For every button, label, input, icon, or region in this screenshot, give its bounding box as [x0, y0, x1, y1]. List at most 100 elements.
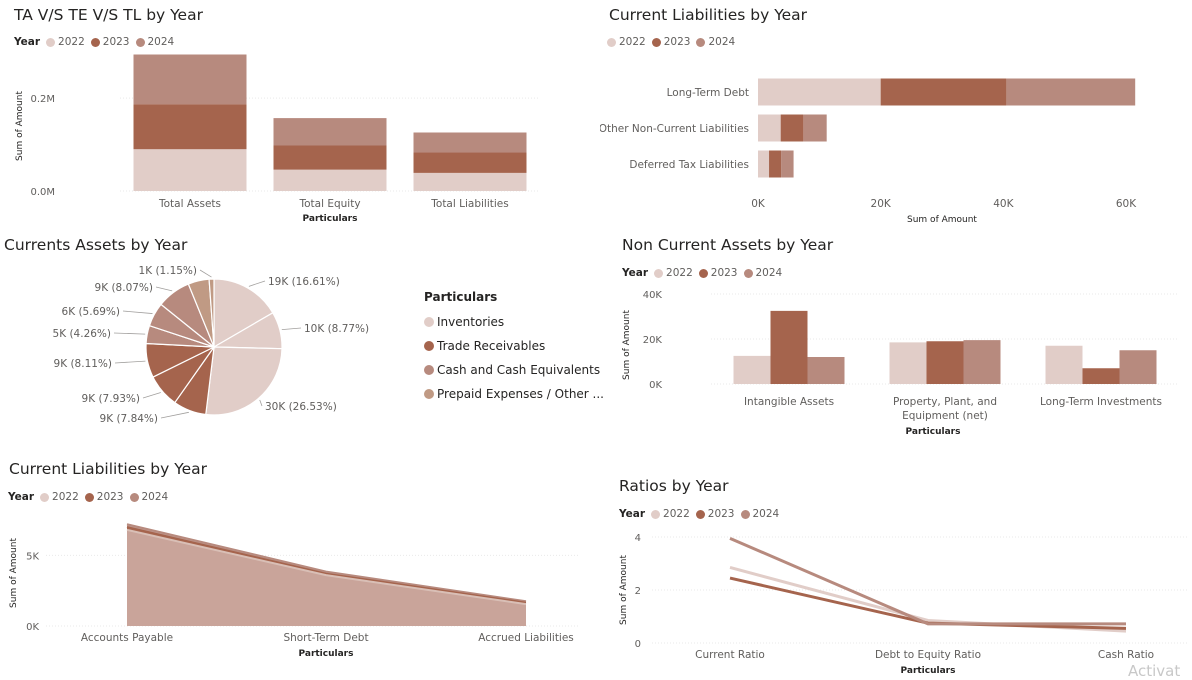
bar-2023 — [780, 114, 804, 142]
legend-dot-icon — [607, 37, 616, 47]
pie-leader-line — [122, 310, 153, 314]
legend-dot-icon — [424, 317, 434, 327]
legend-dot-icon — [651, 37, 661, 47]
legend-item-2022[interactable]: 2022 — [40, 491, 79, 503]
legend-label: 2023 — [663, 36, 691, 48]
x-tick-label: 60K — [1116, 198, 1137, 210]
legend-title: Year — [14, 36, 41, 48]
y-tick-label: 5K — [26, 551, 39, 562]
legend-dot-icon — [46, 37, 56, 47]
bar-2022 — [758, 114, 781, 142]
chart-ratios: 0 2 4 Current Ratio Debt to Equity Ratio Cash… — [619, 533, 1187, 675]
legend-dot-icon — [129, 492, 139, 502]
pie-data-label: 19K (16.61%) — [268, 276, 340, 288]
bar-2024 — [413, 132, 527, 153]
legend-item-2023[interactable]: 2023 — [695, 508, 735, 520]
legend-label: 2024 — [147, 36, 175, 48]
legend-ratios: Year 2022 2023 2024 — [619, 508, 785, 520]
x-tick-label: Equipment (net) — [902, 410, 988, 422]
panel-current-assets-pie: Currents Assets by Year 19K (16.61%) 10K … — [0, 236, 600, 436]
legend-dot-icon — [651, 509, 661, 519]
legend-current-liabilities-bar: 2022 2023 2024 — [607, 36, 741, 48]
legend-item-2022[interactable]: 2022 — [654, 267, 693, 279]
pie-legend-item-cash[interactable]: Cash and Cash Equivalents — [424, 358, 604, 382]
x-tick-label: Long-Term Investments — [1040, 396, 1162, 408]
chart-current-liabilities-bar: 0K 20K 40K 60K Long-Term Debt Other Non-Curre… — [600, 78, 1137, 225]
area-line-2022 — [126, 528, 527, 606]
y-tick-label: 2 — [635, 586, 641, 597]
x-tick-label: Short-Term Debt — [283, 632, 368, 644]
legend-item-2024[interactable]: 2024 — [135, 36, 175, 48]
y-tick-label: 0.2M — [30, 94, 55, 105]
legend-item-2023[interactable]: 2023 — [698, 267, 738, 279]
bar-2024 — [781, 150, 794, 178]
panel-ratios: Ratios by Year Year 2022 2023 2024 0 2 4 Cu… — [612, 477, 1192, 675]
pie-slice — [205, 346, 283, 416]
chart-title-current-liabilities-area: Current Liabilities by Year — [9, 460, 208, 478]
pie-data-label: 6K (5.69%) — [62, 306, 120, 318]
legend-item-2022[interactable]: 2022 — [607, 36, 646, 48]
pie-legend-label: Prepaid Expenses / Other ... — [437, 387, 604, 401]
legend-label: 2022 — [666, 267, 693, 279]
pie-data-label: 9K (8.07%) — [95, 282, 153, 294]
legend-item-2024[interactable]: 2024 — [696, 36, 735, 48]
pie-leader-line — [248, 280, 266, 287]
y-tick-label: Deferred Tax Liabilities — [629, 159, 749, 171]
legend-item-2023[interactable]: 2023 — [90, 36, 130, 48]
pie-legend-title: Particulars — [424, 290, 498, 304]
pie-legend-label: Trade Receivables — [437, 339, 546, 353]
legend-item-2022[interactable]: 2022 — [651, 508, 690, 520]
area-line-2023 — [126, 526, 527, 604]
pie-legend-item-inventories[interactable]: Inventories — [424, 310, 604, 334]
y-tick-label: Other Non-Current Liabilities — [600, 123, 749, 135]
chart-ta-te-tl: 0.0M 0.2M Total Assets Total Equity Total Li… — [15, 54, 540, 224]
y-axis-title: Sum of Amount — [9, 538, 19, 608]
legend-label: 2024 — [752, 508, 780, 520]
line-2024 — [729, 536, 1126, 626]
legend-item-2023[interactable]: 2023 — [84, 491, 124, 503]
legend-item-2024[interactable]: 2024 — [743, 267, 782, 279]
bar-2022 — [733, 355, 771, 384]
legend-title: Year — [622, 267, 649, 279]
legend-dot-icon — [135, 37, 145, 47]
x-tick-label: Property, Plant, and — [893, 396, 997, 408]
legend-item-2023[interactable]: 2023 — [651, 36, 691, 48]
pie-leader-line — [199, 269, 212, 278]
legend-item-2024[interactable]: 2024 — [129, 491, 168, 503]
pie-data-label: 30K (26.53%) — [265, 401, 337, 413]
chart-title-ta-te-tl: TA V/S TE V/S TL by Year — [14, 6, 203, 24]
legend-label: 2022 — [52, 491, 79, 503]
legend-title: Year — [8, 491, 35, 503]
pie-leader-line — [142, 392, 161, 399]
bar-2023 — [1082, 368, 1120, 384]
legend-dot-icon — [743, 268, 753, 278]
chart-title-current-liabilities-bar: Current Liabilities by Year — [609, 6, 808, 24]
pie-data-label: 9K (7.84%) — [100, 413, 158, 425]
bar-2022 — [133, 149, 247, 191]
pie-leader-line — [114, 360, 146, 364]
pie-legend-item-prepaid[interactable]: Prepaid Expenses / Other ... — [424, 382, 604, 406]
chart-title-ratios: Ratios by Year — [619, 477, 729, 495]
x-tick-label: Debt to Equity Ratio — [875, 649, 981, 661]
legend-label: 2023 — [102, 36, 130, 48]
bar-2024 — [1006, 78, 1136, 106]
legend-label: 2022 — [58, 36, 85, 48]
legend-label: 2022 — [663, 508, 690, 520]
pie-data-label: 5K (4.26%) — [53, 328, 111, 340]
bar-2023 — [880, 78, 1007, 106]
bar-2023 — [769, 150, 782, 178]
bar-2024 — [1119, 350, 1157, 384]
y-tick-label: 0K — [26, 622, 39, 633]
legend-current-liabilities-area: Year 2022 2023 2024 — [8, 491, 174, 503]
pie-legend-item-trade-receivables[interactable]: Trade Receivables — [424, 334, 604, 358]
chart-current-liabilities-area: 0K 5K Accounts Payable Short-Term Debt Accru… — [9, 523, 579, 659]
legend-item-2022[interactable]: 2022 — [46, 36, 85, 48]
legend-item-2024[interactable]: 2024 — [740, 508, 780, 520]
legend-dot-icon — [424, 365, 434, 375]
legend-dot-icon — [695, 509, 705, 519]
legend-label: 2023 — [707, 508, 735, 520]
pie-legend-label: Cash and Cash Equivalents — [437, 363, 601, 377]
bar-2022 — [413, 172, 527, 191]
x-axis-title: Particulars — [299, 649, 354, 659]
bar-2024 — [803, 114, 827, 142]
